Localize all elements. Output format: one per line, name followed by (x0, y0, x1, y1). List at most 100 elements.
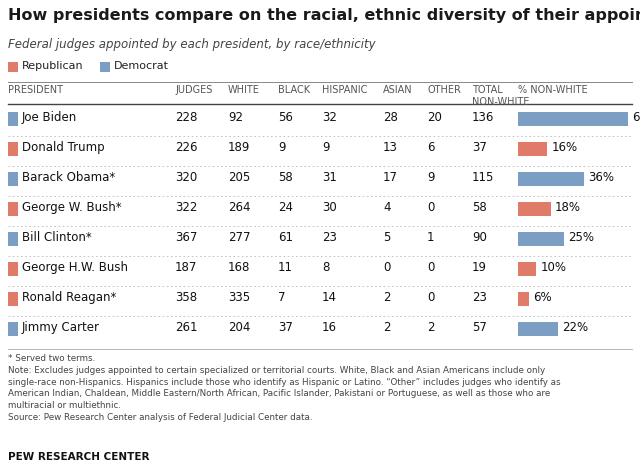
Bar (8, 322, 18, 336)
Text: 23: 23 (472, 291, 487, 304)
Text: 1: 1 (427, 231, 435, 244)
Text: 90: 90 (472, 231, 487, 244)
Text: 30: 30 (322, 201, 337, 214)
Text: 205: 205 (228, 171, 250, 184)
Text: Ronald Reagan*: Ronald Reagan* (22, 291, 116, 304)
Text: 187: 187 (175, 261, 197, 274)
Text: TOTAL
NON-WHITE: TOTAL NON-WHITE (472, 85, 529, 107)
Text: PRESIDENT: PRESIDENT (8, 85, 63, 95)
Bar (518, 322, 558, 336)
Text: 60%: 60% (632, 111, 640, 124)
Text: WHITE: WHITE (228, 85, 260, 95)
Text: 322: 322 (175, 201, 197, 214)
Text: 23: 23 (322, 231, 337, 244)
Text: 61: 61 (278, 231, 293, 244)
Bar (8, 202, 18, 216)
Text: How presidents compare on the racial, ethnic diversity of their appointed judges: How presidents compare on the racial, et… (8, 8, 640, 23)
Text: 228: 228 (175, 111, 197, 124)
Bar (8, 112, 18, 126)
Text: 36%: 36% (588, 171, 614, 184)
Bar (8, 292, 18, 306)
Bar (8, 62, 18, 72)
Text: 32: 32 (322, 111, 337, 124)
Bar (8, 142, 18, 156)
Text: George H.W. Bush: George H.W. Bush (22, 261, 128, 274)
Text: 115: 115 (472, 171, 494, 184)
Text: 0: 0 (383, 261, 390, 274)
Bar (100, 62, 110, 72)
Text: 5: 5 (383, 231, 390, 244)
Bar (518, 202, 551, 216)
Text: 226: 226 (175, 141, 198, 154)
Text: JUDGES: JUDGES (175, 85, 212, 95)
Text: HISPANIC: HISPANIC (322, 85, 367, 95)
Bar (8, 232, 18, 246)
Text: 0: 0 (427, 261, 435, 274)
Text: 4: 4 (383, 201, 390, 214)
Text: 10%: 10% (540, 261, 566, 274)
Text: 335: 335 (228, 291, 250, 304)
Text: Bill Clinton*: Bill Clinton* (22, 231, 92, 244)
Text: 367: 367 (175, 231, 197, 244)
Text: 189: 189 (228, 141, 250, 154)
Text: 13: 13 (383, 141, 398, 154)
Bar (518, 262, 536, 276)
Bar (518, 292, 529, 306)
Text: OTHER: OTHER (427, 85, 461, 95)
Text: 168: 168 (228, 261, 250, 274)
Text: PEW RESEARCH CENTER: PEW RESEARCH CENTER (8, 452, 150, 462)
Bar (518, 172, 584, 186)
Bar (518, 232, 564, 246)
Text: Democrat: Democrat (114, 61, 169, 71)
Text: 22%: 22% (563, 321, 588, 334)
Text: George W. Bush*: George W. Bush* (22, 201, 122, 214)
Text: 58: 58 (278, 171, 292, 184)
Text: 261: 261 (175, 321, 198, 334)
Text: 0: 0 (427, 291, 435, 304)
Text: 2: 2 (383, 321, 390, 334)
Text: 0: 0 (427, 201, 435, 214)
Text: 19: 19 (472, 261, 487, 274)
Text: 2: 2 (427, 321, 435, 334)
Text: 14: 14 (322, 291, 337, 304)
Text: 277: 277 (228, 231, 250, 244)
Text: Republican: Republican (22, 61, 84, 71)
Text: 9: 9 (322, 141, 330, 154)
Text: Jimmy Carter: Jimmy Carter (22, 321, 100, 334)
Text: 9: 9 (427, 171, 435, 184)
Text: 58: 58 (472, 201, 487, 214)
Text: 16: 16 (322, 321, 337, 334)
Text: 264: 264 (228, 201, 250, 214)
Text: 37: 37 (278, 321, 293, 334)
Text: 92: 92 (228, 111, 243, 124)
Text: 6: 6 (427, 141, 435, 154)
Text: 20: 20 (427, 111, 442, 124)
Text: * Served two terms.
Note: Excludes judges appointed to certain specialized or te: * Served two terms. Note: Excludes judge… (8, 354, 561, 422)
Text: 37: 37 (472, 141, 487, 154)
Text: 7: 7 (278, 291, 285, 304)
Text: Donald Trump: Donald Trump (22, 141, 104, 154)
Text: Barack Obama*: Barack Obama* (22, 171, 115, 184)
Text: 204: 204 (228, 321, 250, 334)
Text: 136: 136 (472, 111, 494, 124)
Text: 24: 24 (278, 201, 293, 214)
Text: 16%: 16% (551, 141, 577, 154)
Text: 358: 358 (175, 291, 197, 304)
Text: 56: 56 (278, 111, 293, 124)
Text: ASIAN: ASIAN (383, 85, 413, 95)
Text: 31: 31 (322, 171, 337, 184)
Text: BLACK: BLACK (278, 85, 310, 95)
Text: 320: 320 (175, 171, 197, 184)
Bar (518, 142, 547, 156)
Bar (8, 262, 18, 276)
Text: 28: 28 (383, 111, 398, 124)
Text: % NON-WHITE: % NON-WHITE (518, 85, 588, 95)
Text: 25%: 25% (568, 231, 594, 244)
Text: 17: 17 (383, 171, 398, 184)
Bar (8, 172, 18, 186)
Text: 57: 57 (472, 321, 487, 334)
Text: 11: 11 (278, 261, 293, 274)
Bar (518, 112, 628, 126)
Text: 2: 2 (383, 291, 390, 304)
Text: 18%: 18% (555, 201, 581, 214)
